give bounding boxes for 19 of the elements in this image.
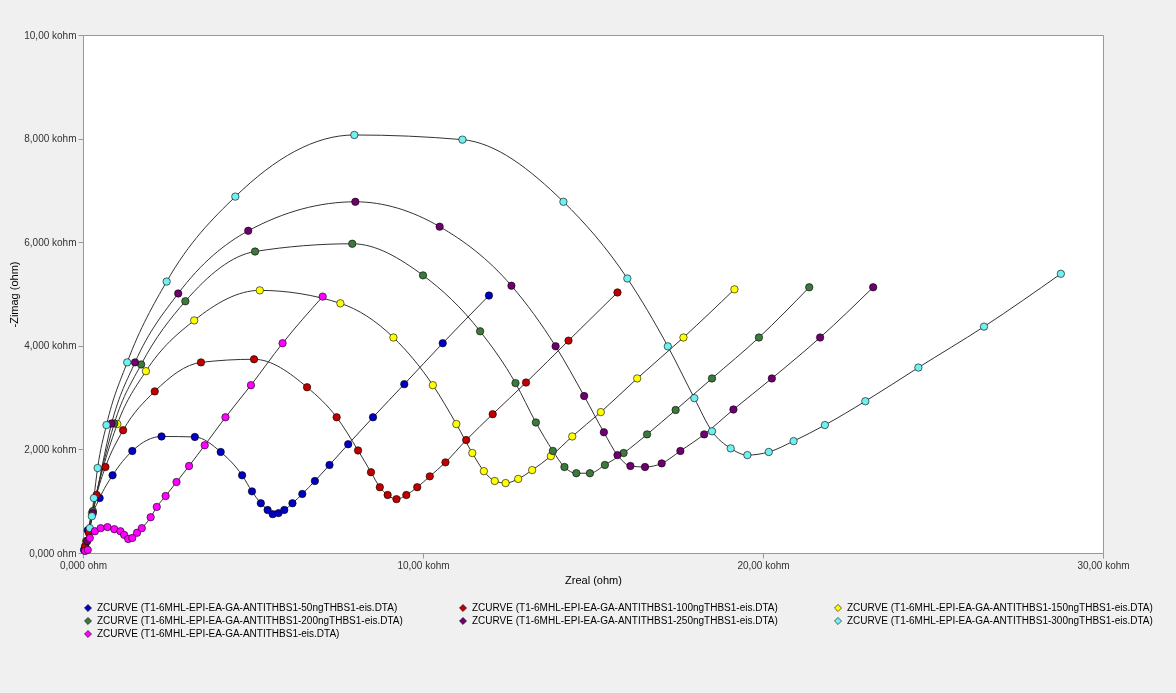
- legend-label: ZCURVE (T1-6MHL-EPI-EA-GA-ANTITHBS1-100ngTHBS1-eis.DTA): [472, 602, 778, 613]
- legend-label: ZCURVE (T1-6MHL-EPI-EA-GA-ANTITHBS1-250ngTHBS1-eis.DTA): [472, 615, 778, 626]
- legend-label: ZCURVE (T1-6MHL-EPI-EA-GA-ANTITHBS1-150ngTHBS1-eis.DTA): [847, 602, 1153, 613]
- legend-label: ZCURVE (T1-6MHL-EPI-EA-GA-ANTITHBS1-50ngTHBS1-eis.DTA): [97, 602, 398, 613]
- y-tick-label: 4,000 kohm: [24, 340, 77, 352]
- x-tick-label: 30,00 kohm: [1077, 559, 1130, 571]
- x-axis-title: Zreal (ohm): [565, 573, 622, 586]
- x-tick-label: 0,000 ohm: [59, 559, 108, 571]
- legend-label: ZCURVE (T1-6MHL-EPI-EA-GA-ANTITHBS1-eis.DTA): [97, 628, 340, 639]
- legend-label: ZCURVE (T1-6MHL-EPI-EA-GA-ANTITHBS1-300ngTHBS1-eis.DTA): [847, 615, 1153, 626]
- y-tick-label: 2,000 kohm: [24, 443, 77, 455]
- y-tick-label: 8,000 kohm: [24, 133, 77, 145]
- x-tick-label: 20,00 kohm: [737, 559, 790, 571]
- y-tick-label: 10,00 kohm: [24, 29, 77, 41]
- y-tick-label: 6,000 kohm: [24, 236, 77, 248]
- legend-label: ZCURVE (T1-6MHL-EPI-EA-GA-ANTITHBS1-200ngTHBS1-eis.DTA): [97, 615, 403, 626]
- y-tick-label: 0,000 ohm: [29, 547, 77, 559]
- y-axis-title: -Zimag (ohm): [8, 261, 21, 328]
- x-tick-label: 10,00 kohm: [397, 559, 450, 571]
